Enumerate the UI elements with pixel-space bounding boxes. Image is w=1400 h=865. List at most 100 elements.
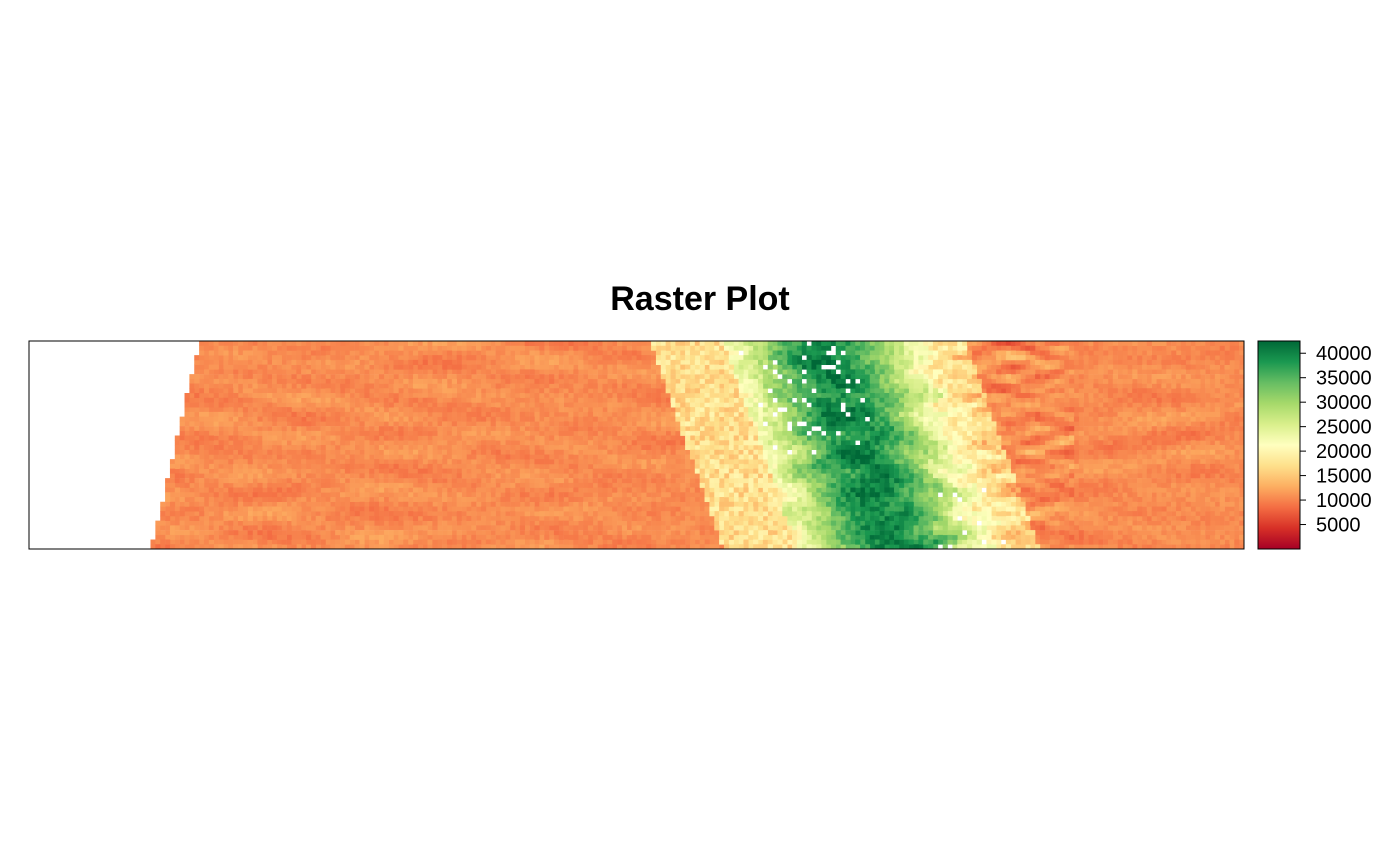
- raster-cells: [680, 350, 1026, 545]
- raster-cells: [860, 492, 866, 498]
- raster-cells: [850, 492, 856, 498]
- raster-cells: [928, 449, 934, 455]
- raster-cells: [762, 416, 769, 422]
- raster-cells: [1010, 341, 1016, 347]
- raster-cells: [801, 350, 909, 512]
- raster-cells: [806, 482, 812, 488]
- plot-frame: [28, 340, 1245, 550]
- raster-cells: [811, 350, 837, 389]
- raster-cells: [1015, 487, 1050, 512]
- raster-cells: [991, 383, 997, 389]
- raster-cells: [845, 440, 885, 531]
- raster-cells: [208, 345, 1177, 545]
- legend-tick-label: 30000: [1316, 392, 1372, 414]
- raster-cells: [971, 426, 1041, 474]
- raster-cells: [947, 478, 953, 484]
- raster-cells: [1030, 345, 1036, 351]
- raster-cells: [845, 369, 914, 536]
- raster-cells: [996, 449, 1002, 455]
- raster-cells: [821, 435, 871, 474]
- raster-cells: [864, 511, 871, 517]
- raster-cells: [1064, 449, 1070, 455]
- raster-cells: [758, 383, 764, 389]
- raster-cells: [874, 374, 880, 380]
- raster-cells: [1001, 364, 1016, 394]
- raster-cells: [932, 501, 939, 507]
- raster-cells: [723, 364, 754, 503]
- raster-cells: [845, 534, 851, 540]
- raster-cells: [665, 359, 997, 512]
- raster-cells: [835, 468, 841, 474]
- raster-cells: [1015, 539, 1021, 545]
- raster-cells: [996, 341, 1002, 347]
- raster-cells: [879, 383, 885, 389]
- raster-cells: [957, 530, 963, 536]
- raster-cells: [796, 501, 803, 507]
- raster-cells: [894, 421, 900, 427]
- raster-cells: [748, 374, 754, 380]
- raster-cells: [845, 459, 890, 493]
- raster-cells: [709, 501, 715, 507]
- raster-cells: [821, 497, 827, 503]
- raster-cells: [937, 369, 943, 375]
- raster-cells: [971, 388, 977, 394]
- raster-cells: [840, 378, 846, 422]
- raster-cells: [981, 511, 987, 517]
- raster-cells: [855, 463, 909, 549]
- raster-cells: [767, 397, 773, 403]
- raster-cells: [835, 511, 841, 517]
- raster-cells: [738, 445, 744, 451]
- raster-cells: [932, 426, 939, 432]
- raster-cells: [894, 359, 900, 365]
- legend-tick-label: 25000: [1316, 417, 1372, 439]
- raster-cells: [869, 341, 875, 347]
- raster-cells: [918, 341, 924, 347]
- raster-cells: [830, 497, 837, 503]
- raster-cells: [1005, 487, 1012, 493]
- raster-cells: [549, 492, 555, 498]
- raster-cells: [855, 506, 905, 531]
- raster-cells: [864, 525, 871, 531]
- raster-cells: [699, 407, 734, 427]
- raster-cells: [184, 341, 1240, 549]
- raster-cells: [787, 435, 793, 441]
- raster-cells: [923, 492, 929, 498]
- raster-cells: [850, 383, 866, 413]
- raster-cells: [777, 402, 783, 408]
- raster-cells: [777, 359, 812, 384]
- legend-tick-label: 35000: [1316, 368, 1372, 390]
- raster-cells: [952, 530, 958, 536]
- raster-cells: [777, 378, 968, 503]
- raster-cells: [1005, 534, 1012, 540]
- raster-cells: [918, 402, 924, 408]
- raster-cells: [782, 511, 788, 517]
- raster-cells: [957, 402, 977, 441]
- raster-cells: [913, 449, 919, 455]
- raster-cells: [889, 359, 914, 399]
- raster-cells: [826, 355, 832, 361]
- legend-tick-label: 10000: [1316, 490, 1372, 512]
- raster-cells: [869, 473, 875, 479]
- raster-cells: [947, 482, 953, 488]
- raster-cells: [806, 544, 812, 549]
- raster-cells: [1044, 497, 1050, 503]
- raster-cells: [937, 487, 943, 493]
- raster-cells: [816, 364, 929, 540]
- raster-cells: [996, 383, 1002, 389]
- legend-tick-label: 15000: [1316, 466, 1372, 488]
- raster-cells: [787, 411, 793, 417]
- raster-cells: [966, 463, 973, 469]
- raster-cells: [753, 407, 759, 413]
- raster-cells: [898, 515, 905, 526]
- raster-cells: [1035, 374, 1050, 380]
- raster-cells: [787, 492, 807, 549]
- raster-cells: [932, 359, 953, 394]
- raster-cells: [869, 383, 875, 389]
- raster-cells: [981, 350, 1007, 370]
- raster-cells: [913, 497, 919, 503]
- raster-cells: [830, 374, 837, 380]
- raster-cells: [894, 341, 900, 347]
- raster-cells: [169, 341, 1230, 549]
- raster-cells: [923, 359, 929, 365]
